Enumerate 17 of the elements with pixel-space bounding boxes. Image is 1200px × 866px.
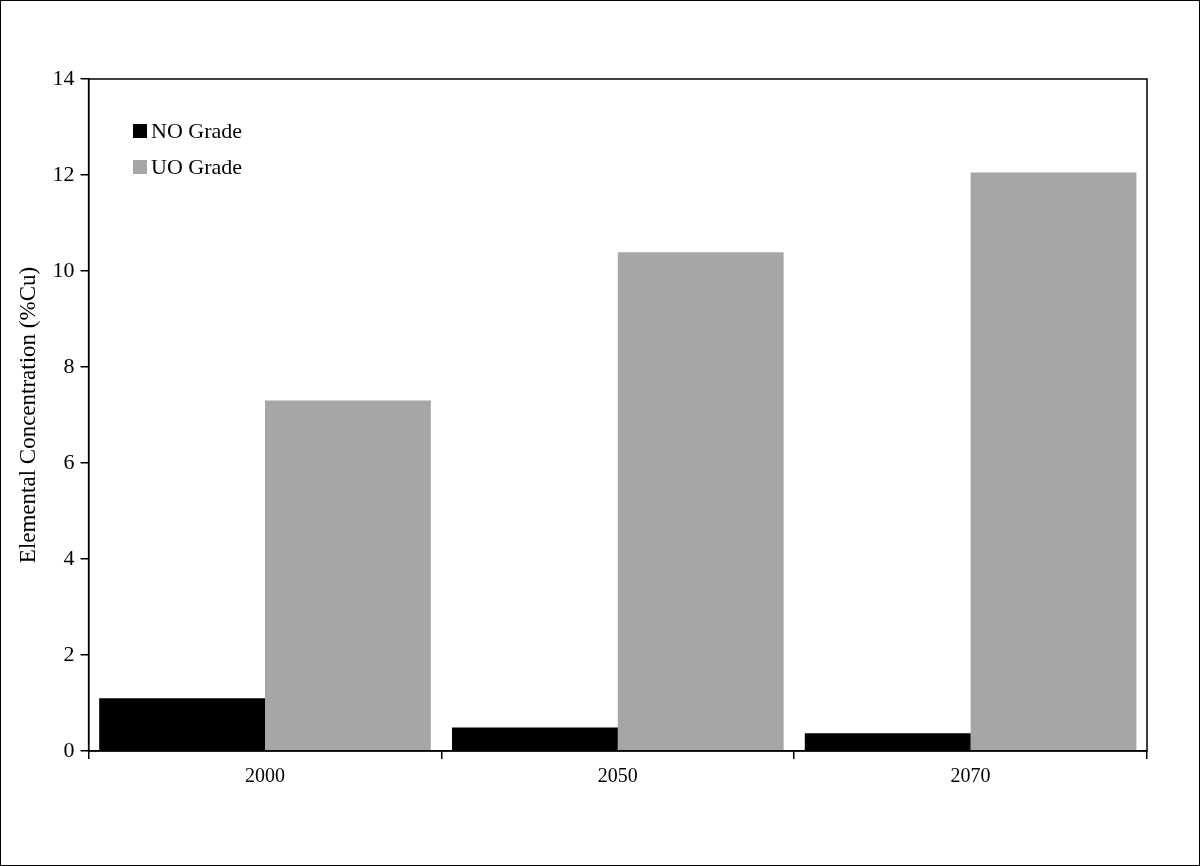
y-tick-label: 0 [63, 736, 75, 762]
y-tick-label: 4 [63, 544, 75, 570]
bar [617, 252, 784, 751]
y-tick-label: 6 [63, 448, 75, 474]
x-tick-label: 2000 [245, 764, 285, 787]
y-axis-title: Elemental Concentration (%Cu) [14, 266, 40, 564]
y-tick-label: 14 [52, 64, 75, 90]
bar [970, 172, 1137, 751]
y-tick-label: 12 [52, 160, 75, 186]
legend-label: UO Grade [151, 154, 243, 180]
y-tick-label: 2 [63, 640, 75, 666]
bar [265, 400, 431, 751]
x-tick-label: 2050 [597, 764, 638, 787]
y-tick-label: 10 [52, 256, 75, 282]
y-tick-label: 8 [63, 352, 75, 378]
legend-label: NO Grade [151, 118, 243, 144]
x-tick-label: 2070 [950, 764, 991, 787]
